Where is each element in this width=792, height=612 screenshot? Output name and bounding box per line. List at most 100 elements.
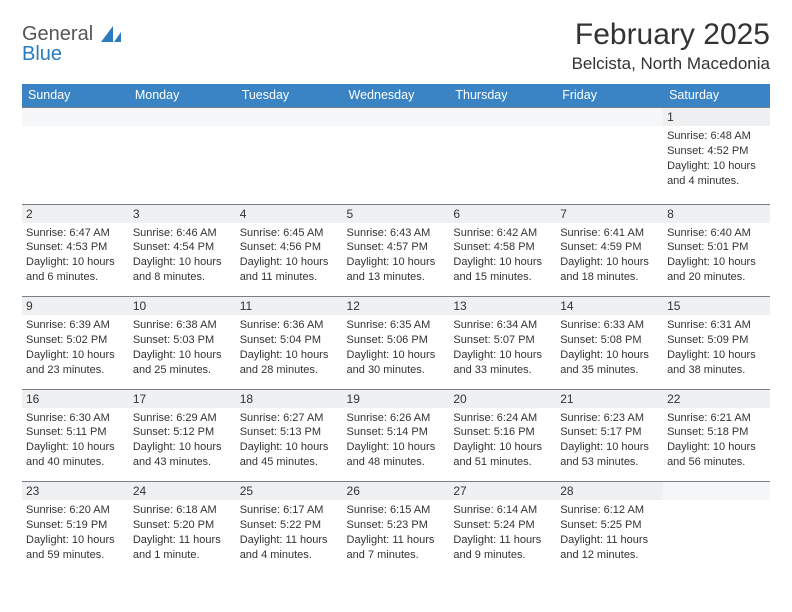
day-number-cell: 6 — [449, 204, 556, 223]
day-number-cell: 12 — [343, 297, 450, 316]
sunrise-text: Sunrise: 6:46 AM — [133, 226, 232, 241]
daylight-text: Daylight: 10 hours and 48 minutes. — [347, 440, 446, 470]
sunrise-text: Sunrise: 6:18 AM — [133, 503, 232, 518]
day-cell: Sunrise: 6:48 AMSunset: 4:52 PMDaylight:… — [663, 126, 770, 204]
daylight-text: Daylight: 11 hours and 7 minutes. — [347, 533, 446, 563]
daylight-text: Daylight: 10 hours and 33 minutes. — [453, 348, 552, 378]
sunset-text: Sunset: 5:07 PM — [453, 333, 552, 348]
sunrise-text: Sunrise: 6:33 AM — [560, 318, 659, 333]
day-cell-body: Sunrise: 6:45 AMSunset: 4:56 PMDaylight:… — [236, 223, 343, 289]
day-cell-body: Sunrise: 6:30 AMSunset: 5:11 PMDaylight:… — [22, 408, 129, 474]
sunrise-text: Sunrise: 6:35 AM — [347, 318, 446, 333]
sunrise-text: Sunrise: 6:29 AM — [133, 411, 232, 426]
day-number-cell: 5 — [343, 204, 450, 223]
weekday-header: Friday — [556, 84, 663, 108]
sunset-text: Sunset: 4:57 PM — [347, 240, 446, 255]
week-row: Sunrise: 6:47 AMSunset: 4:53 PMDaylight:… — [22, 223, 770, 297]
weekday-row: Sunday Monday Tuesday Wednesday Thursday… — [22, 84, 770, 108]
daylight-text: Daylight: 10 hours and 18 minutes. — [560, 255, 659, 285]
day-cell: Sunrise: 6:36 AMSunset: 5:04 PMDaylight:… — [236, 315, 343, 389]
day-cell: Sunrise: 6:20 AMSunset: 5:19 PMDaylight:… — [22, 500, 129, 574]
title-block: February 2025 Belcista, North Macedonia — [572, 18, 770, 74]
sunset-text: Sunset: 5:11 PM — [26, 425, 125, 440]
day-cell-body: Sunrise: 6:46 AMSunset: 4:54 PMDaylight:… — [129, 223, 236, 289]
day-cell-body: Sunrise: 6:40 AMSunset: 5:01 PMDaylight:… — [663, 223, 770, 289]
day-cell-body: Sunrise: 6:14 AMSunset: 5:24 PMDaylight:… — [449, 500, 556, 566]
day-cell-body: Sunrise: 6:48 AMSunset: 4:52 PMDaylight:… — [663, 126, 770, 192]
sunset-text: Sunset: 5:23 PM — [347, 518, 446, 533]
day-number-cell — [236, 108, 343, 127]
day-cell: Sunrise: 6:34 AMSunset: 5:07 PMDaylight:… — [449, 315, 556, 389]
weekday-header: Thursday — [449, 84, 556, 108]
day-number-cell: 13 — [449, 297, 556, 316]
day-cell — [22, 126, 129, 204]
week-row: Sunrise: 6:30 AMSunset: 5:11 PMDaylight:… — [22, 408, 770, 482]
weekday-header: Saturday — [663, 84, 770, 108]
sunset-text: Sunset: 5:03 PM — [133, 333, 232, 348]
sunrise-text: Sunrise: 6:31 AM — [667, 318, 766, 333]
day-cell-body: Sunrise: 6:33 AMSunset: 5:08 PMDaylight:… — [556, 315, 663, 381]
sunrise-text: Sunrise: 6:17 AM — [240, 503, 339, 518]
day-cell: Sunrise: 6:23 AMSunset: 5:17 PMDaylight:… — [556, 408, 663, 482]
sunset-text: Sunset: 5:25 PM — [560, 518, 659, 533]
day-cell: Sunrise: 6:39 AMSunset: 5:02 PMDaylight:… — [22, 315, 129, 389]
day-number-cell: 4 — [236, 204, 343, 223]
sunrise-text: Sunrise: 6:20 AM — [26, 503, 125, 518]
daylight-text: Daylight: 10 hours and 56 minutes. — [667, 440, 766, 470]
day-cell: Sunrise: 6:24 AMSunset: 5:16 PMDaylight:… — [449, 408, 556, 482]
weekday-header: Monday — [129, 84, 236, 108]
daylight-text: Daylight: 11 hours and 4 minutes. — [240, 533, 339, 563]
day-cell-body: Sunrise: 6:39 AMSunset: 5:02 PMDaylight:… — [22, 315, 129, 381]
day-cell-body: Sunrise: 6:18 AMSunset: 5:20 PMDaylight:… — [129, 500, 236, 566]
sunrise-text: Sunrise: 6:14 AM — [453, 503, 552, 518]
daylight-text: Daylight: 10 hours and 51 minutes. — [453, 440, 552, 470]
daylight-text: Daylight: 10 hours and 8 minutes. — [133, 255, 232, 285]
daylight-text: Daylight: 10 hours and 25 minutes. — [133, 348, 232, 378]
day-number-row: 9101112131415 — [22, 297, 770, 316]
weekday-header: Wednesday — [343, 84, 450, 108]
day-cell: Sunrise: 6:45 AMSunset: 4:56 PMDaylight:… — [236, 223, 343, 297]
calendar-head: Sunday Monday Tuesday Wednesday Thursday… — [22, 84, 770, 108]
day-cell: Sunrise: 6:47 AMSunset: 4:53 PMDaylight:… — [22, 223, 129, 297]
day-number-row: 16171819202122 — [22, 389, 770, 408]
day-cell-body: Sunrise: 6:35 AMSunset: 5:06 PMDaylight:… — [343, 315, 450, 381]
daylight-text: Daylight: 10 hours and 30 minutes. — [347, 348, 446, 378]
daylight-text: Daylight: 10 hours and 11 minutes. — [240, 255, 339, 285]
sunset-text: Sunset: 4:53 PM — [26, 240, 125, 255]
day-cell — [236, 126, 343, 204]
week-row: Sunrise: 6:20 AMSunset: 5:19 PMDaylight:… — [22, 500, 770, 574]
weekday-header: Tuesday — [236, 84, 343, 108]
day-cell: Sunrise: 6:43 AMSunset: 4:57 PMDaylight:… — [343, 223, 450, 297]
day-cell: Sunrise: 6:41 AMSunset: 4:59 PMDaylight:… — [556, 223, 663, 297]
sunset-text: Sunset: 4:59 PM — [560, 240, 659, 255]
day-cell — [449, 126, 556, 204]
daylight-text: Daylight: 11 hours and 1 minute. — [133, 533, 232, 563]
logo-text: General Blue — [22, 24, 123, 64]
logo-word-1: General — [22, 23, 93, 45]
day-number-cell: 15 — [663, 297, 770, 316]
location-label: Belcista, North Macedonia — [572, 54, 770, 74]
day-number-cell: 1 — [663, 108, 770, 127]
daylight-text: Daylight: 10 hours and 59 minutes. — [26, 533, 125, 563]
sunset-text: Sunset: 5:01 PM — [667, 240, 766, 255]
sunset-text: Sunset: 5:22 PM — [240, 518, 339, 533]
day-cell-body: Sunrise: 6:36 AMSunset: 5:04 PMDaylight:… — [236, 315, 343, 381]
day-number-row: 232425262728 — [22, 482, 770, 501]
day-number-cell: 9 — [22, 297, 129, 316]
day-cell: Sunrise: 6:27 AMSunset: 5:13 PMDaylight:… — [236, 408, 343, 482]
day-number-cell: 7 — [556, 204, 663, 223]
day-number-row: 2345678 — [22, 204, 770, 223]
sunset-text: Sunset: 4:54 PM — [133, 240, 232, 255]
week-row: Sunrise: 6:39 AMSunset: 5:02 PMDaylight:… — [22, 315, 770, 389]
day-number-cell — [343, 108, 450, 127]
day-cell: Sunrise: 6:40 AMSunset: 5:01 PMDaylight:… — [663, 223, 770, 297]
daylight-text: Daylight: 10 hours and 20 minutes. — [667, 255, 766, 285]
page-header: General Blue February 2025 Belcista, Nor… — [22, 18, 770, 74]
sunset-text: Sunset: 5:19 PM — [26, 518, 125, 533]
day-cell: Sunrise: 6:14 AMSunset: 5:24 PMDaylight:… — [449, 500, 556, 574]
day-cell — [556, 126, 663, 204]
day-number-cell: 27 — [449, 482, 556, 501]
day-cell-body: Sunrise: 6:47 AMSunset: 4:53 PMDaylight:… — [22, 223, 129, 289]
calendar-page: General Blue February 2025 Belcista, Nor… — [0, 0, 792, 612]
sunset-text: Sunset: 5:18 PM — [667, 425, 766, 440]
